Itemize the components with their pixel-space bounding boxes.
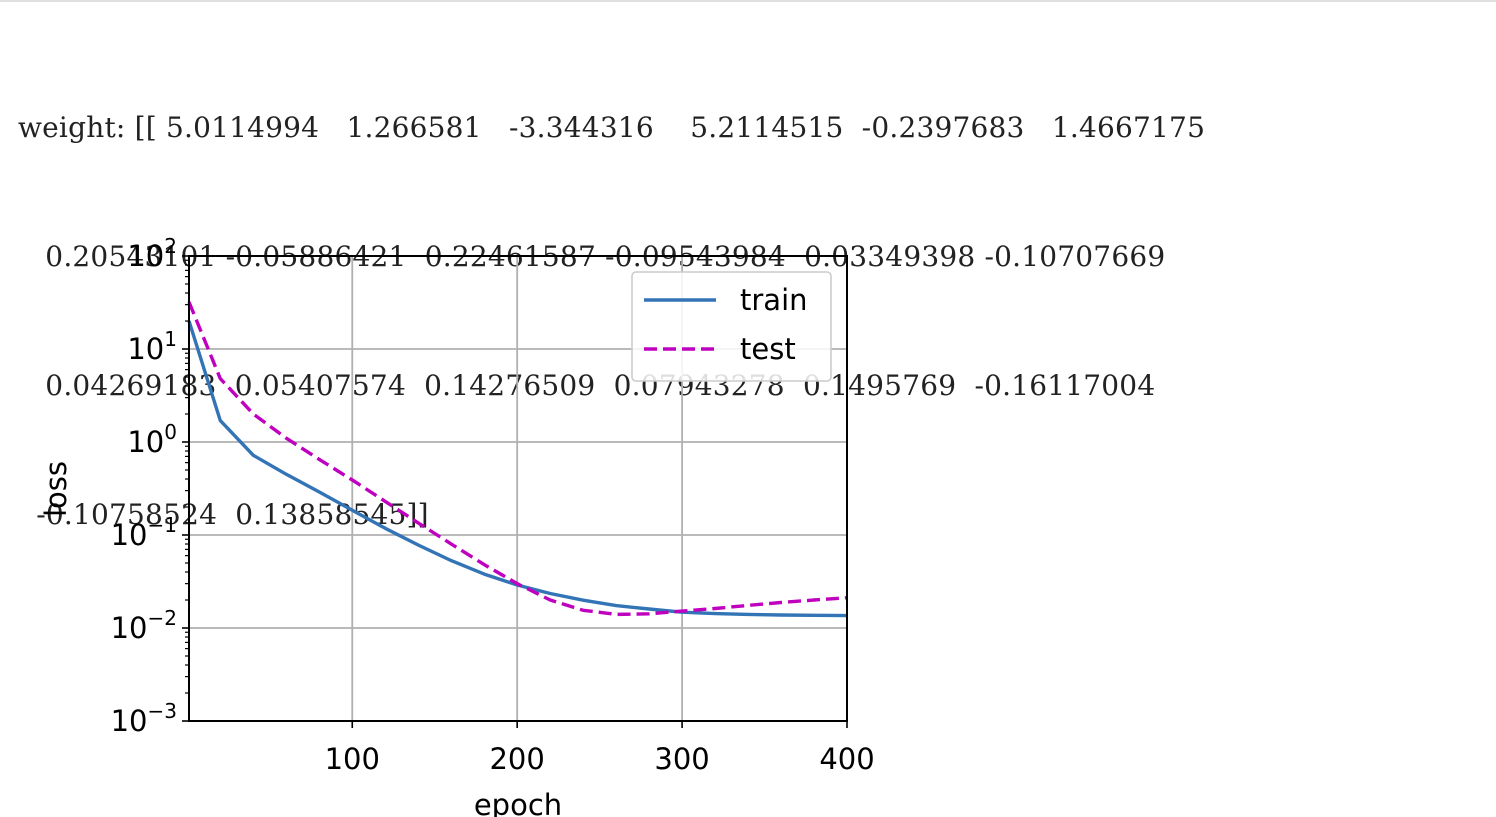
y-tick-label: 10−2 [111,606,177,645]
x-tick-label: 400 [819,742,874,776]
series-lines [187,301,848,618]
y-tick-label: 101 [127,327,177,366]
x-tick-label: 100 [325,742,380,776]
series-line-test [187,301,848,617]
cell-top-border [0,0,1496,2]
y-tick-label: 102 [127,234,177,273]
y-tick-label: 10−1 [111,513,177,552]
y-tick-label: 100 [127,420,177,459]
legend-label-test: test [740,332,796,366]
axes: 102 101 100 10−1 10−2 10−3 100 200 300 400 [111,234,875,776]
y-tick-label: 10−3 [111,699,177,738]
y-axis-label: loss [39,461,73,517]
x-axis-label: epoch [474,788,562,817]
cell-output-text: weight: [[ 5.0114994 1.266581 -3.344316 … [18,20,1205,579]
output-line-1: weight: [[ 5.0114994 1.266581 -3.344316 … [18,111,1206,144]
legend-label-train: train [740,283,808,317]
output-line-4: -0.10758524 0.13858545]] [18,498,429,531]
x-tick-label: 200 [489,742,544,776]
x-tick-label: 300 [654,742,709,776]
legend: train test [631,271,832,382]
plot-frame [188,255,848,722]
